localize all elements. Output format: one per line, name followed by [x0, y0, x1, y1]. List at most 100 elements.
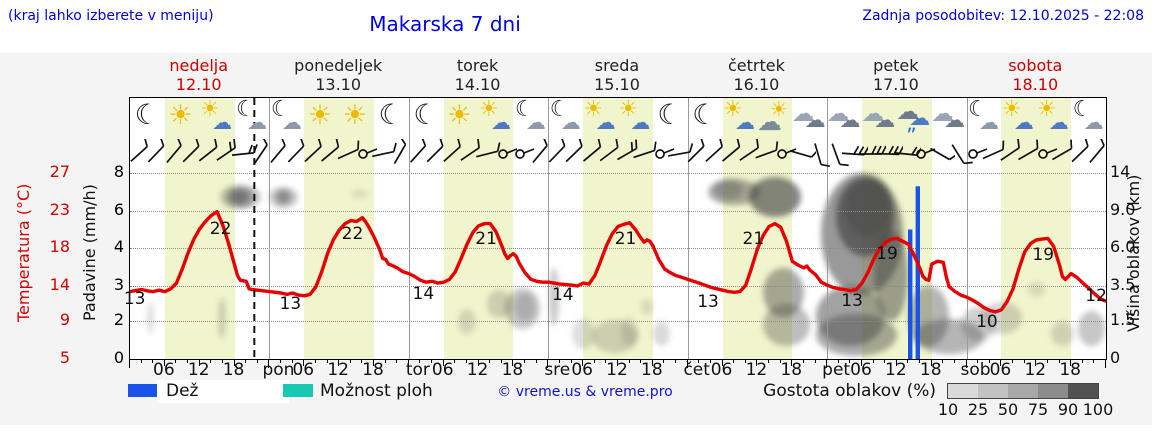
icon-glyph: ☁ [826, 101, 850, 127]
x-tick [779, 359, 781, 363]
rain-bar [908, 229, 913, 359]
icon-glyph: ☾ [134, 98, 160, 131]
wind-barb [393, 139, 407, 164]
icon-glyph: ☾ [657, 98, 683, 131]
gradient-tick-label: 25 [967, 400, 989, 419]
wind-barb [951, 144, 973, 165]
day-name: četrtek [727, 56, 785, 75]
x-tick [617, 359, 618, 366]
temp-value-label: 21 [475, 229, 497, 250]
gradient-tick-label: 10 [937, 400, 959, 419]
wind-barb [232, 144, 259, 156]
moon-icon: ☾ [652, 99, 688, 135]
icon-glyph: ☁ [791, 101, 815, 127]
icon-glyph: ☁ [874, 108, 896, 132]
gradient-cell [1038, 384, 1068, 398]
x-tick [489, 359, 491, 363]
wind-barb [722, 139, 741, 162]
wind-barb [321, 139, 340, 162]
x-tick [1046, 359, 1048, 363]
x-tick [465, 359, 467, 363]
hour-label: 12 [187, 360, 210, 380]
hour-label: 12 [1024, 360, 1047, 380]
wind-barb [216, 139, 236, 161]
icon-glyph: ☀ [1001, 97, 1022, 122]
hour-label: 18 [641, 360, 663, 380]
day-date: 15.10 [594, 75, 640, 94]
x-tick [129, 359, 130, 368]
icon-glyph: ☾ [413, 98, 439, 131]
wind-barb [633, 141, 657, 159]
day-abbrev-label: sob [960, 360, 991, 380]
wind-barb [1052, 139, 1073, 161]
x-tick [582, 359, 584, 366]
day-abbrev-label: čet [683, 360, 710, 380]
icon-glyph: ☁ [1083, 110, 1104, 134]
day-header: sobota 18.10 [966, 56, 1105, 96]
day-header: četrtek 16.10 [687, 56, 826, 96]
x-tick [221, 359, 223, 363]
day-boundary-line [966, 98, 968, 359]
hour-label: 18 [222, 360, 245, 380]
hour-label: 18 [362, 360, 384, 380]
moon-icon: ☾ [408, 99, 444, 135]
day-boundary-line [827, 98, 829, 359]
gradient-cell [948, 384, 978, 398]
temp-value-label: 19 [1032, 244, 1055, 265]
x-tick [245, 359, 247, 363]
x-tick [837, 359, 839, 363]
temp-value-label: 21 [614, 229, 637, 250]
x-tick [756, 359, 758, 366]
temp-value-label: 22 [341, 223, 364, 244]
icon-glyph: ☾ [270, 97, 291, 122]
x-tick [303, 359, 305, 366]
moon-icon: ☾ [373, 99, 409, 135]
x-tick [477, 359, 479, 366]
wind-barb [982, 140, 1005, 160]
temp-tick-label: 5 [59, 348, 70, 367]
wind-barb [409, 139, 426, 163]
temp-tick-label: 9 [59, 310, 70, 329]
rain-cloud-icon: ☁ ☁ „ [896, 99, 932, 135]
cloud-blob [763, 267, 804, 318]
x-tick [326, 359, 328, 363]
x-tick [698, 359, 700, 363]
wind-barb [548, 139, 566, 163]
x-tick [988, 359, 990, 363]
temp-value-label: 14 [412, 283, 435, 304]
cloud-blob [960, 307, 996, 342]
temp-value-label: 13 [841, 290, 863, 311]
icon-glyph: ☁ [839, 108, 861, 132]
hour-label: 06 [850, 360, 872, 380]
gridline [130, 211, 1106, 212]
x-tick [512, 359, 514, 366]
cloud-blob [276, 190, 292, 205]
wind-barb [1017, 139, 1038, 161]
icon-glyph: ☀ [342, 100, 367, 131]
day-header: ponedeljek 13.10 [268, 56, 407, 96]
icon-glyph: ☁ [944, 108, 966, 132]
icon-glyph: „ [906, 111, 917, 135]
hour-label: 18 [501, 360, 524, 380]
wind-barb [599, 139, 619, 162]
sun-cloud-icon: ☀ ☁ [583, 99, 619, 135]
plot-area: ☾ ☀ ☀ ☁ ☾ ☁ ☾ ☁ ☀ ☀ ☾ ☾ ☀ ☀ ☁ ☾ ☁ ☾ ☁ ☀ ☁ ☀ ☁ ☾ ☾ ☀ ☁ ☀ ☁ ☁ ☁ ☁ ☁ ☁ ☁ ☁ ☁ „ ☁ ☁… [124, 97, 1107, 360]
cloud-blob [914, 319, 984, 354]
icon-glyph: ☁ [931, 101, 955, 127]
cloud-blob [815, 286, 886, 347]
cloud-height-tick-label: 1.5 [1110, 310, 1136, 329]
wind-barb [337, 140, 360, 160]
hour-label: 12 [745, 360, 768, 380]
rain-legend-swatch [128, 384, 158, 397]
x-tick [152, 359, 154, 363]
x-tick [884, 359, 886, 363]
cloud-blob [713, 180, 743, 200]
day-header: petek 17.10 [826, 56, 965, 96]
x-tick [384, 359, 386, 363]
cloud-blob [225, 187, 255, 208]
x-tick [628, 359, 630, 363]
wind-barb [654, 148, 674, 159]
x-tick [1058, 359, 1060, 363]
x-tick [872, 359, 874, 363]
temp-tick-label: 18 [49, 237, 70, 256]
